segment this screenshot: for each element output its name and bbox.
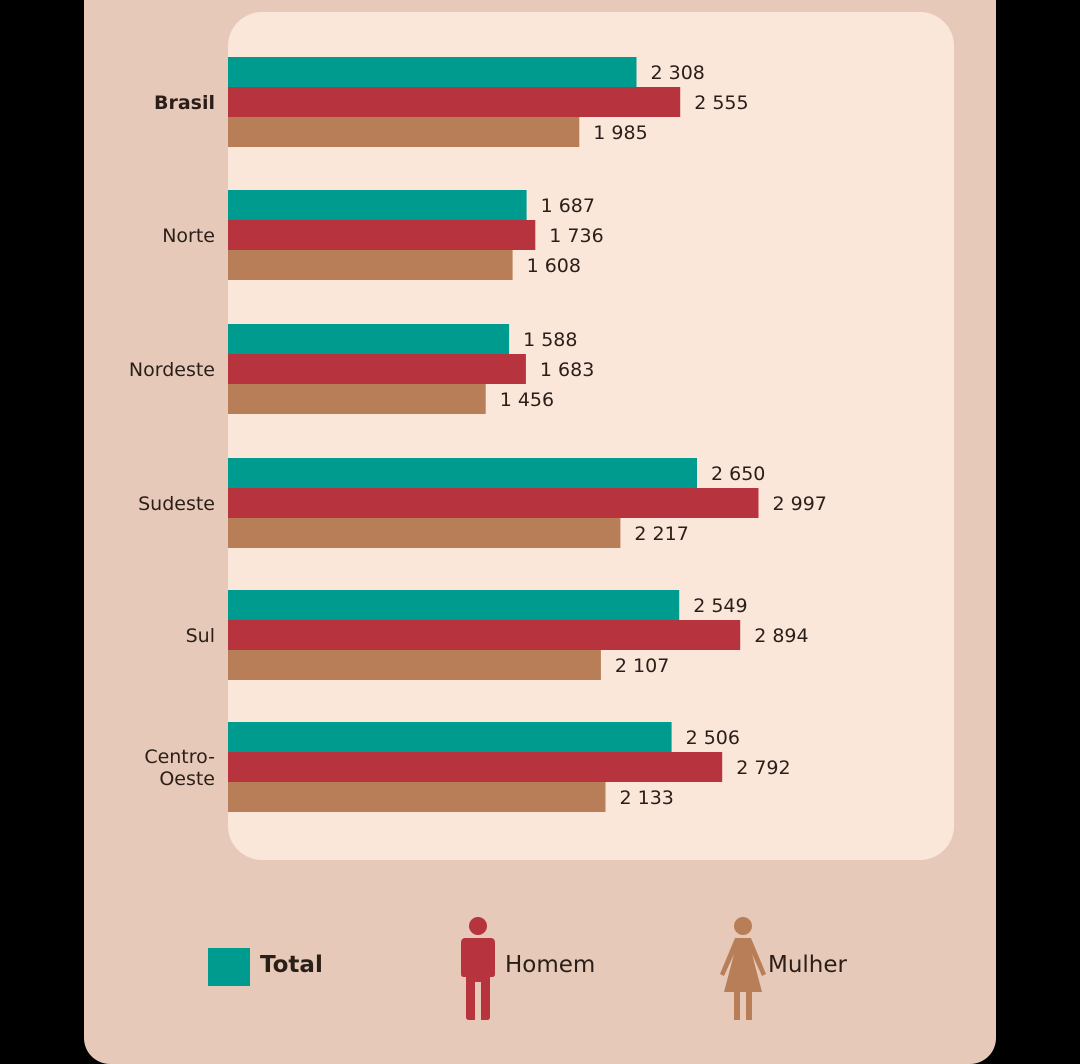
plot-panel <box>228 12 954 860</box>
bar-nordeste-total <box>228 324 510 354</box>
value-labels-group: 2 308 2 555 1 985 1 687 1 736 1 608 1 588 1 683… <box>500 62 827 809</box>
category-labels-group: Brasil Norte Nordeste Sudeste Sul Centro-Oest… <box>129 92 215 790</box>
category-label-centro-oeste: Centro-Oeste <box>144 746 215 790</box>
bar-nordeste-mulher <box>228 384 486 414</box>
value-label-centro-oeste-homem: 2 792 <box>736 757 790 779</box>
bar-centro-oeste-mulher <box>228 782 606 812</box>
bar-sul-mulher <box>228 650 601 680</box>
value-label-sul-homem: 2 894 <box>754 625 808 647</box>
value-label-centro-oeste-total: 2 506 <box>686 727 740 749</box>
value-label-brasil-homem: 2 555 <box>694 92 748 114</box>
legend-label-mulher: Mulher <box>768 952 847 978</box>
bar-sudeste-total <box>228 458 697 488</box>
category-label-brasil: Brasil <box>154 92 215 114</box>
value-label-centro-oeste-mulher: 2 133 <box>620 787 674 809</box>
bar-centro-oeste-total <box>228 722 672 752</box>
bar-sul-total <box>228 590 680 620</box>
bar-sudeste-mulher <box>228 518 621 548</box>
value-label-norte-mulher: 1 608 <box>527 255 581 277</box>
value-label-nordeste-mulher: 1 456 <box>500 389 554 411</box>
bar-nordeste-homem <box>228 354 526 384</box>
value-label-sul-total: 2 549 <box>693 595 747 617</box>
value-label-sudeste-mulher: 2 217 <box>634 523 688 545</box>
legend-swatch-total <box>208 948 250 986</box>
bar-sul-homem <box>228 620 741 650</box>
bar-centro-oeste-homem <box>228 752 723 782</box>
value-label-norte-total: 1 687 <box>541 195 595 217</box>
bar-brasil-total <box>228 57 637 87</box>
bars-group <box>228 57 759 812</box>
value-label-brasil-total: 2 308 <box>651 62 705 84</box>
bar-norte-mulher <box>228 250 513 280</box>
value-label-nordeste-total: 1 588 <box>523 329 577 351</box>
bar-sudeste-homem <box>228 488 759 518</box>
category-label-nordeste: Nordeste <box>129 359 215 381</box>
category-label-sudeste: Sudeste <box>138 493 215 515</box>
bar-brasil-homem <box>228 87 681 117</box>
value-label-brasil-mulher: 1 985 <box>593 122 647 144</box>
man-icon <box>461 917 495 1020</box>
value-label-norte-homem: 1 736 <box>549 225 603 247</box>
bar-norte-total <box>228 190 527 220</box>
value-label-nordeste-homem: 1 683 <box>540 359 594 381</box>
value-label-sudeste-total: 2 650 <box>711 463 765 485</box>
legend-label-total: Total <box>260 952 323 978</box>
category-label-sul: Sul <box>186 625 215 647</box>
value-label-sudeste-homem: 2 997 <box>773 493 827 515</box>
bar-brasil-mulher <box>228 117 580 147</box>
bar-norte-homem <box>228 220 536 250</box>
category-label-norte: Norte <box>162 225 215 247</box>
value-label-sul-mulher: 2 107 <box>615 655 669 677</box>
legend-label-homem: Homem <box>505 952 596 978</box>
woman-icon <box>720 917 766 1020</box>
